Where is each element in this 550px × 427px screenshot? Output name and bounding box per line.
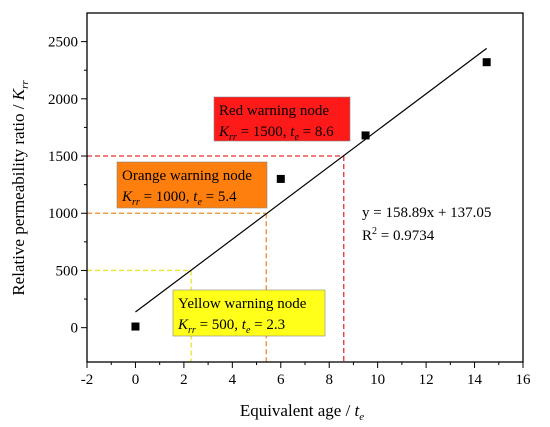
y-tick-label: 2000 (48, 92, 78, 108)
orange-warning-box: Orange warning node Krr = 1000, te = 5.4 (116, 161, 268, 209)
data-point (482, 58, 491, 67)
y-tick-label: 500 (56, 263, 79, 279)
x-tick-label: 0 (132, 372, 140, 388)
y-axis-label: Relative permeability ratio / Krr (9, 80, 31, 296)
x-axis-ticks: -2 0 2 4 6 8 10 12 14 16 (81, 362, 531, 388)
yellow-warning-values: Krr = 500, te = 2.3 (177, 317, 285, 336)
yellow-warning-box: Yellow warning node Krr = 500, te = 2.3 (172, 289, 326, 337)
x-tick-label: 14 (467, 372, 483, 388)
red-warning-values: Krr = 1500, te = 8.6 (218, 124, 334, 143)
orange-warning-values: Krr = 1000, te = 5.4 (121, 189, 237, 208)
data-point (361, 131, 370, 140)
x-tick-label: -2 (81, 372, 94, 388)
x-tick-label: 16 (516, 372, 532, 388)
x-tick-label: 8 (325, 372, 333, 388)
yellow-warning-box-bg (172, 289, 326, 337)
x-axis-label: Equivalent age / te (240, 401, 364, 423)
x-tick-label: 6 (277, 372, 285, 388)
data-points (131, 58, 491, 331)
orange-warning-title: Orange warning node (122, 168, 252, 184)
data-point (276, 174, 285, 183)
y-tick-label: 1500 (48, 149, 78, 165)
fit-line-group (135, 47, 488, 313)
data-point (131, 322, 140, 331)
y-axis-ticks: 0 500 1000 1500 2000 2500 (48, 35, 87, 337)
fit-equation: y = 158.89x + 137.05 (362, 205, 491, 221)
warning-boxes: Red warning node Krr = 1500, te = 8.6 Or… (116, 96, 351, 337)
y-tick-label: 2500 (48, 35, 78, 51)
red-warning-box: Red warning node Krr = 1500, te = 8.6 (213, 96, 351, 143)
orange-warning-box-bg (116, 161, 268, 209)
warning-reference-lines (87, 155, 345, 362)
yellow-warning-title: Yellow warning node (178, 296, 307, 312)
y-tick-label: 1000 (48, 206, 78, 222)
red-warning-box-bg (213, 96, 351, 142)
x-tick-label: 10 (370, 372, 385, 388)
x-tick-label: 2 (180, 372, 188, 388)
x-tick-label: 12 (419, 372, 434, 388)
fit-line (135, 47, 488, 313)
red-warning-title: Red warning node (219, 103, 329, 119)
fit-r-squared: R2 = 0.9734 (362, 226, 435, 244)
y-tick-label: 0 (71, 321, 79, 337)
x-tick-label: 4 (229, 372, 237, 388)
